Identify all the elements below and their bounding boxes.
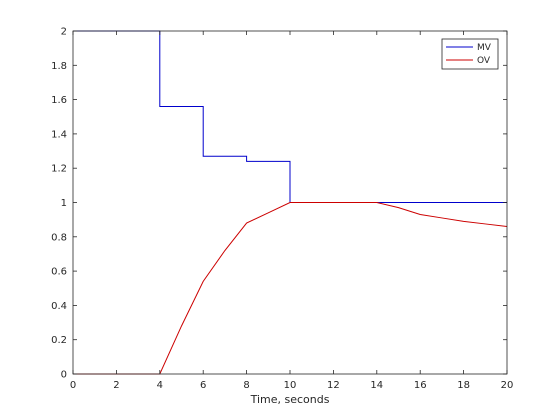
y-tick-label: 0.4 bbox=[51, 301, 67, 312]
x-tick-label: 20 bbox=[501, 380, 514, 391]
x-tick-label: 6 bbox=[200, 380, 206, 391]
x-tick-label: 12 bbox=[327, 380, 340, 391]
x-axis-label: Time, seconds bbox=[250, 393, 330, 406]
y-tick-label: 1.2 bbox=[51, 164, 67, 175]
y-tick-label: 2 bbox=[61, 27, 67, 38]
x-tick-label: 10 bbox=[284, 380, 297, 391]
y-tick-label: 1.6 bbox=[51, 95, 67, 106]
series-layer bbox=[73, 30, 508, 375]
legend-box bbox=[441, 38, 499, 70]
ticks-layer: 0 2 4 6 8 10 12 14 16 18 20 0 0.2 0.4 0.6 0.8 1 1.2 1.4 1.6… bbox=[51, 27, 513, 392]
x-tick-label: 4 bbox=[157, 380, 163, 391]
x-tick-label: 14 bbox=[370, 380, 383, 391]
y-tick-label: 1.8 bbox=[51, 61, 67, 72]
series-line-ov bbox=[73, 202, 508, 375]
x-tick-label: 8 bbox=[243, 380, 249, 391]
y-tick-label: 1.4 bbox=[51, 129, 67, 140]
y-tick-label: 0.8 bbox=[51, 232, 67, 243]
legend-label-mv: MV bbox=[477, 43, 492, 53]
legend-label-ov: OV bbox=[477, 56, 491, 66]
y-tick-label: 0.6 bbox=[51, 267, 67, 278]
y-tick-label: 0.2 bbox=[51, 335, 67, 346]
x-tick-label: 2 bbox=[113, 380, 119, 391]
y-tick-label: 1 bbox=[61, 198, 67, 209]
legend: MV OV bbox=[441, 38, 499, 70]
y-tick-label: 0 bbox=[61, 370, 67, 381]
x-tick-label: 18 bbox=[457, 380, 470, 391]
x-tick-label: 16 bbox=[414, 380, 427, 391]
x-tick-label: 0 bbox=[70, 380, 76, 391]
